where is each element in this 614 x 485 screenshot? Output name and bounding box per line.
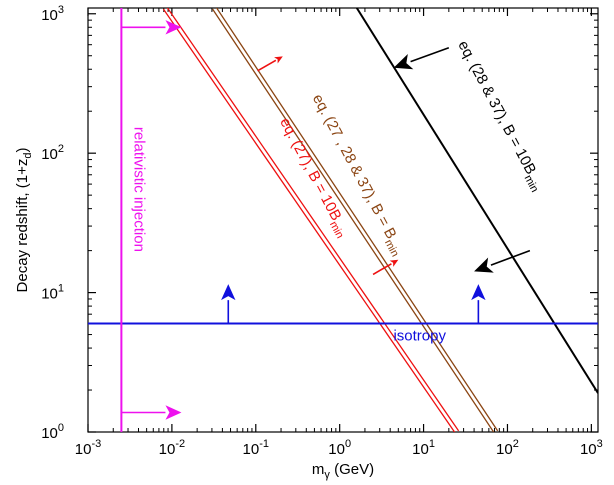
arrow-shaft — [372, 263, 392, 276]
plot-frame — [87, 7, 599, 433]
series-line-red — [166, 8, 460, 432]
x-tick-label: 10-3 — [75, 438, 101, 458]
y-tick-label: 100 — [41, 422, 64, 442]
annotation-arrows — [121, 20, 531, 420]
arrow-head — [165, 20, 182, 35]
arrow-head — [274, 56, 283, 64]
arrow-head — [389, 259, 399, 267]
x-tick-label: 102 — [496, 438, 519, 458]
annotation-isotropy: isotropy — [393, 327, 446, 344]
y-tick-label: 101 — [41, 283, 64, 303]
arrow-shaft — [410, 47, 450, 63]
series-line-brown — [215, 8, 499, 432]
arrow-head — [471, 284, 486, 301]
arrow-shaft — [257, 59, 277, 72]
x-tick-label: 101 — [412, 438, 435, 458]
annotation-relativistic: relativistic injection — [131, 127, 148, 252]
arrow-head — [221, 284, 236, 301]
axis-ticks: 10-3 10-2 10-1 100 101 102 103 100 101 102 103 — [41, 4, 603, 458]
arrow-head — [474, 257, 494, 273]
arrow-shaft — [490, 249, 531, 266]
series-lines — [88, 8, 598, 432]
x-tick-label: 100 — [328, 438, 351, 458]
arrow-head — [393, 54, 414, 70]
series-line-red — [162, 8, 456, 432]
x-tick-label: 103 — [580, 438, 603, 458]
x-tick-label: 10-2 — [159, 438, 185, 458]
arrow-head — [165, 405, 182, 420]
series-line-brown — [212, 8, 495, 432]
series-line-black — [355, 8, 598, 394]
y-tick-label: 103 — [41, 4, 64, 24]
x-axis-label: mγ (GeV) — [312, 461, 374, 481]
y-tick-label: 102 — [41, 143, 64, 163]
y-axis-label: Decay redshift, (1+zd) — [14, 148, 34, 293]
x-tick-label: 10-1 — [243, 438, 269, 458]
